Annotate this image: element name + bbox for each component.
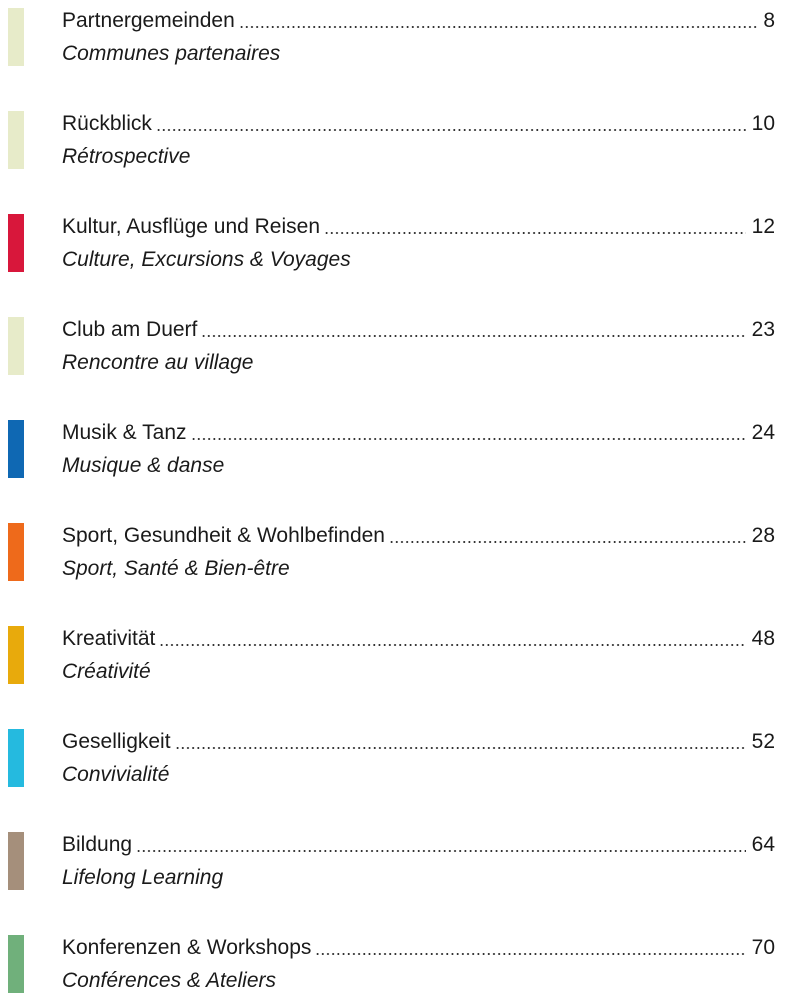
page-number: 23: [751, 318, 775, 341]
entry-row: Partnergemeinden 8: [62, 8, 775, 34]
color-bar: [8, 729, 24, 787]
page-number: 28: [751, 524, 775, 547]
entry-row: Konferenzen & Workshops 70: [62, 935, 775, 961]
entry-row: Kreativität 48: [62, 626, 775, 652]
dot-leader: [190, 437, 746, 441]
dot-leader: [389, 540, 746, 544]
toc-entry: Musik & Tanz 24 Musique & danse: [0, 420, 807, 480]
entry-row: Musik & Tanz 24: [62, 420, 775, 446]
entry-title: Club am Duerf: [62, 318, 198, 341]
color-bar: [8, 523, 24, 581]
entry-subtitle: Rencontre au village: [62, 351, 254, 374]
toc-entry: Konferenzen & Workshops 70 Conférences & A…: [0, 935, 807, 995]
entry-subtitle: Musique & danse: [62, 454, 225, 477]
toc-entry: Kultur, Ausflüge und Reisen 12 Culture, Ex…: [0, 214, 807, 274]
entry-row: Bildung 64: [62, 832, 775, 858]
toc-entry: Rückblick 10 Rétrospective: [0, 111, 807, 171]
entry-subtitle: Convivialité: [62, 763, 170, 786]
entry-title: Konferenzen & Workshops: [62, 936, 312, 959]
entry-subtitle: Rétrospective: [62, 145, 191, 168]
entry-title: Rückblick: [62, 112, 152, 135]
toc-entry: Kreativität 48 Créativité: [0, 626, 807, 686]
entry-title: Geselligkeit: [62, 730, 171, 753]
toc-entry: Sport, Gesundheit & Wohlbefinden 28 Sport,…: [0, 523, 807, 583]
dot-leader: [159, 643, 746, 647]
page-number: 24: [751, 421, 775, 444]
toc-entry: Partnergemeinden 8 Communes partenaires: [0, 8, 807, 68]
entry-row: Sport, Gesundheit & Wohlbefinden 28: [62, 523, 775, 549]
entry-subtitle: Créativité: [62, 660, 151, 683]
entry-row: Rückblick 10: [62, 111, 775, 137]
entry-subtitle: Communes partenaires: [62, 42, 281, 65]
color-bar: [8, 8, 24, 66]
entry-row: Kultur, Ausflüge und Reisen 12: [62, 214, 775, 240]
page-number: 12: [751, 215, 775, 238]
toc-entry: Bildung 64 Lifelong Learning: [0, 832, 807, 892]
page-number: 52: [751, 730, 775, 753]
dot-leader: [174, 746, 746, 750]
entry-subtitle: Conférences & Ateliers: [62, 969, 276, 992]
entry-row: Club am Duerf 23: [62, 317, 775, 343]
color-bar: [8, 317, 24, 375]
entry-title: Kreativität: [62, 627, 156, 650]
dot-leader: [136, 849, 746, 853]
dot-leader: [155, 128, 746, 132]
color-bar: [8, 626, 24, 684]
entry-subtitle: Sport, Santé & Bien-être: [62, 557, 290, 580]
color-bar: [8, 832, 24, 890]
page-number: 8: [763, 9, 775, 32]
entry-title: Musik & Tanz: [62, 421, 187, 444]
dot-leader: [315, 952, 746, 956]
entry-subtitle: Culture, Excursions & Voyages: [62, 248, 351, 271]
page-number: 10: [751, 112, 775, 135]
entry-title: Kultur, Ausflüge und Reisen: [62, 215, 321, 238]
dot-leader: [324, 231, 746, 235]
toc-entry: Club am Duerf 23 Rencontre au village: [0, 317, 807, 377]
page-number: 64: [751, 833, 775, 856]
entry-row: Geselligkeit 52: [62, 729, 775, 755]
dot-leader: [201, 334, 746, 338]
color-bar: [8, 420, 24, 478]
color-bar: [8, 214, 24, 272]
entry-title: Sport, Gesundheit & Wohlbefinden: [62, 524, 385, 547]
page-number: 70: [751, 936, 775, 959]
entry-title: Bildung: [62, 833, 133, 856]
entry-subtitle: Lifelong Learning: [62, 866, 224, 889]
toc-entry: Geselligkeit 52 Convivialité: [0, 729, 807, 789]
color-bar: [8, 935, 24, 993]
dot-leader: [238, 25, 758, 29]
entry-title: Partnergemeinden: [62, 9, 235, 32]
page-number: 48: [751, 627, 775, 650]
color-bar: [8, 111, 24, 169]
